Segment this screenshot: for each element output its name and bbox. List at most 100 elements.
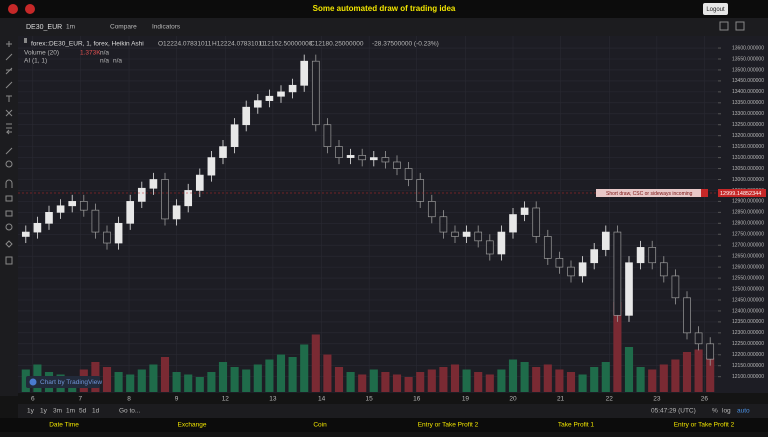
tool[interactable]: [5, 223, 13, 231]
settings-icon[interactable]: [719, 21, 729, 31]
price-tag-box: [718, 189, 766, 197]
y-tick-label: 12400.000000: [732, 308, 764, 314]
volume-bar: [392, 374, 402, 392]
y-tick-label: 13300.000000: [732, 111, 764, 117]
candle-body: [497, 231, 506, 255]
tool[interactable]: [5, 81, 13, 89]
legend-ai-na: n/a: [100, 58, 109, 65]
candle-body: [79, 201, 88, 211]
candle-body: [265, 95, 274, 101]
drawing-tools: [5, 41, 13, 265]
range[interactable]: 1y: [27, 408, 35, 415]
range[interactable]: 1m: [66, 408, 75, 415]
clock: 05:47:29 (UTC): [651, 408, 696, 415]
x-tick-label: 26: [701, 396, 709, 403]
tool[interactable]: [5, 210, 13, 217]
goto[interactable]: Go to...: [119, 408, 141, 415]
volume-bar: [218, 362, 228, 392]
volume-bar: [358, 374, 367, 392]
y-tick-label: 13450.000000: [732, 78, 764, 84]
price-axis: [718, 36, 768, 393]
candle-body: [253, 100, 262, 108]
price-tag: 12999.14852344: [720, 191, 761, 197]
symbol[interactable]: DE30_EUR: [26, 24, 62, 31]
candle-body: [404, 168, 413, 180]
log-toggle[interactable]: log: [722, 408, 731, 415]
legend-ai: AI (1, 1): [24, 58, 47, 65]
tool[interactable]: [6, 123, 12, 129]
interval[interactable]: 1m: [66, 24, 75, 31]
volume-bar: [532, 367, 541, 392]
compare[interactable]: Compare: [110, 24, 137, 31]
tool[interactable]: [5, 179, 13, 188]
icon[interactable]: [8, 4, 18, 14]
indicators[interactable]: Indicators: [152, 24, 181, 31]
tool[interactable]: [5, 195, 13, 202]
volume-bar: [172, 372, 181, 392]
volume-bar: [184, 374, 193, 392]
tool[interactable]: [5, 109, 13, 117]
range[interactable]: 1y: [40, 408, 48, 415]
volume-bar: [21, 369, 30, 392]
candle-body: [625, 262, 633, 316]
x-tick-label: 19: [462, 396, 470, 403]
volume-bar: [671, 359, 680, 392]
candle-body: [462, 231, 471, 237]
range[interactable]: 1d: [92, 408, 100, 415]
legend-collapse[interactable]: [24, 38, 27, 43]
tool[interactable]: [5, 53, 13, 61]
candle-body: [172, 205, 181, 220]
y-tick-label: 13500.000000: [732, 67, 764, 73]
icon[interactable]: [25, 4, 35, 14]
volume-bar: [439, 367, 448, 392]
percent-toggle[interactable]: %: [712, 408, 718, 415]
candle-body: [56, 205, 65, 213]
tool[interactable]: [5, 256, 13, 265]
y-tick-label: 13000.000000: [732, 177, 764, 183]
candle-body: [636, 247, 645, 264]
candle-body: [474, 231, 483, 242]
tool[interactable]: [6, 41, 12, 47]
volume-bar: [613, 302, 622, 392]
volume-bar: [346, 372, 355, 392]
y-tick-label: 12150.000000: [732, 363, 764, 369]
candle-body: [683, 297, 691, 334]
volume-bar: [288, 357, 297, 392]
auto-toggle[interactable]: auto: [737, 408, 750, 415]
legend-low: L12152.50000000: [260, 41, 313, 48]
range[interactable]: 5d: [79, 408, 87, 415]
tool[interactable]: [5, 67, 13, 75]
candle-body: [381, 157, 390, 163]
watermark[interactable]: Chart by TradingView: [40, 379, 102, 386]
candle-body: [219, 146, 227, 158]
range[interactable]: 3m: [53, 408, 62, 415]
volume-bar: [694, 349, 703, 392]
volume-bar: [508, 359, 518, 392]
legend-ai-na: n/a: [113, 58, 122, 65]
x-tick-label: 13: [269, 396, 277, 403]
tool[interactable]: [5, 160, 13, 168]
volume-bar: [253, 364, 262, 392]
y-tick-label: 12250.000000: [732, 341, 764, 347]
tool[interactable]: [6, 95, 12, 102]
volume-bar: [566, 372, 576, 392]
tool[interactable]: [5, 147, 13, 155]
annotation: Short draw, CSC or sideways incoming: [606, 191, 693, 197]
candle-body: [694, 332, 703, 345]
logout-label[interactable]: Logout: [706, 7, 725, 13]
volume-bar: [242, 369, 251, 392]
volume-bar: [311, 334, 320, 392]
tool[interactable]: [5, 240, 13, 248]
candle-body: [590, 249, 599, 264]
y-tick-label: 12200.000000: [732, 352, 764, 358]
candle-body: [532, 207, 541, 237]
candle-body: [91, 209, 100, 233]
fullscreen-icon[interactable]: [735, 21, 745, 31]
logout-button[interactable]: [703, 3, 728, 15]
y-tick-label: 13150.000000: [732, 144, 764, 150]
x-tick-label: 21: [557, 396, 565, 403]
candle-body: [45, 212, 53, 224]
candle-body: [195, 174, 204, 191]
tool[interactable]: [5, 129, 12, 135]
